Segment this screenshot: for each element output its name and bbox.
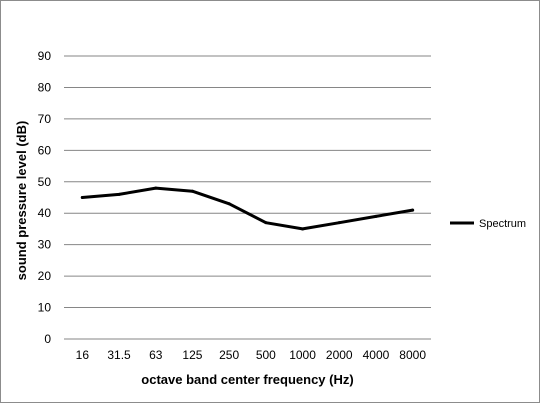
y-tick-label-20: 20	[38, 269, 52, 283]
y-tick-label-0: 0	[44, 332, 51, 346]
y-tick-label-40: 40	[38, 206, 52, 220]
legend-label-spectrum: Spectrum	[479, 218, 526, 230]
data-point-125	[190, 189, 194, 193]
x-tick-label-1000: 1000	[289, 348, 316, 362]
y-tick-label-30: 30	[38, 238, 52, 252]
x-tick-label-8000: 8000	[399, 348, 426, 362]
x-tick-label-4000: 4000	[363, 348, 390, 362]
x-axis-title: octave band center frequency (Hz)	[141, 372, 353, 387]
y-axis-title: sound pressure level (dB)	[14, 121, 29, 281]
y-tick-label-50: 50	[38, 175, 52, 189]
data-point-31.5	[117, 192, 121, 196]
data-point-2000	[337, 221, 341, 225]
y-tick-label-80: 80	[38, 80, 52, 94]
x-tick-label-2000: 2000	[326, 348, 353, 362]
data-point-63	[154, 186, 158, 190]
gridlines	[64, 55, 431, 309]
y-tick-label-90: 90	[38, 49, 52, 63]
x-tick-label-31.5: 31.5	[107, 348, 131, 362]
x-tick-labels: 16 31.5 63 125 250 500 1000 2000 4000 8000	[76, 348, 427, 362]
data-point-250	[227, 202, 231, 206]
series-line-spectrum	[80, 186, 415, 231]
y-tick-labels: 0 10 20 30 40 50 60 70 80 90	[38, 49, 52, 346]
series-points	[80, 186, 415, 231]
x-tick-label-500: 500	[256, 348, 276, 362]
y-tick-label-10: 10	[38, 301, 52, 315]
y-tick-label-70: 70	[38, 112, 52, 126]
x-tick-label-125: 125	[182, 348, 202, 362]
x-tick-label-16: 16	[76, 348, 90, 362]
data-point-1000	[301, 227, 305, 231]
x-tick-label-250: 250	[219, 348, 239, 362]
data-point-8000	[411, 208, 415, 212]
x-tick-label-63: 63	[149, 348, 163, 362]
data-point-500	[264, 221, 268, 225]
y-tick-label-60: 60	[38, 143, 52, 157]
data-point-16	[80, 196, 84, 199]
legend: Spectrum	[450, 218, 526, 230]
data-point-4000	[374, 214, 378, 218]
